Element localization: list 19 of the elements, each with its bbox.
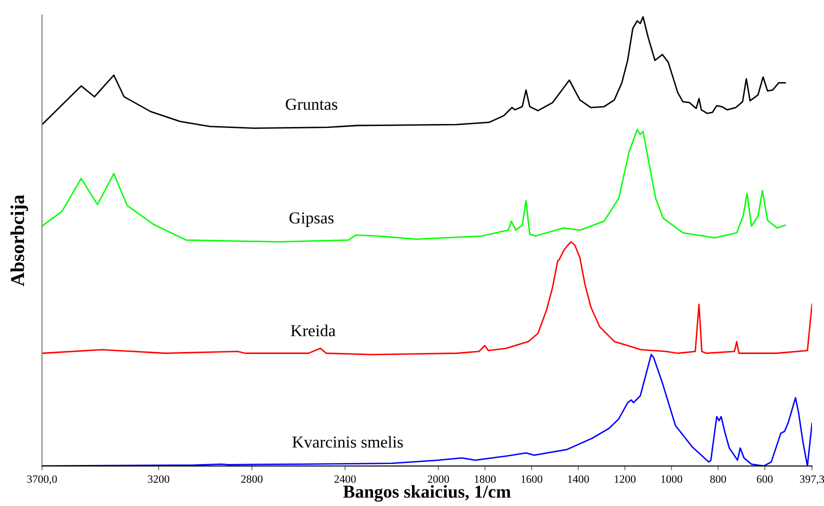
series-label: Gruntas bbox=[286, 98, 338, 110]
y-axis-title: Absorbcija bbox=[10, 194, 28, 286]
x-tick-label: 2400 bbox=[334, 475, 356, 483]
series-label: Kvarcinis smelis bbox=[292, 436, 403, 448]
series-label: Kreida bbox=[290, 324, 336, 336]
x-tick-label: 3700,0 bbox=[27, 475, 57, 484]
x-tick-label: 800 bbox=[710, 475, 726, 483]
x-tick-label: 2000 bbox=[428, 475, 450, 483]
x-tick-label: 1200 bbox=[614, 475, 636, 483]
x-tick-label: 3200 bbox=[148, 475, 170, 483]
x-tick-label: 397,3 bbox=[800, 475, 824, 484]
series-label: Gipsas bbox=[290, 212, 334, 227]
x-tick-label: 1000 bbox=[661, 475, 682, 483]
x-tick-label: 1400 bbox=[568, 475, 589, 483]
x-tick-label: 600 bbox=[756, 475, 773, 483]
x-tick-label: 2800 bbox=[241, 475, 263, 483]
x-axis-title: Bangos skaicius, 1/cm bbox=[343, 485, 511, 502]
x-tick-label: 1600 bbox=[521, 475, 542, 483]
x-tick-label: 1800 bbox=[474, 475, 496, 483]
